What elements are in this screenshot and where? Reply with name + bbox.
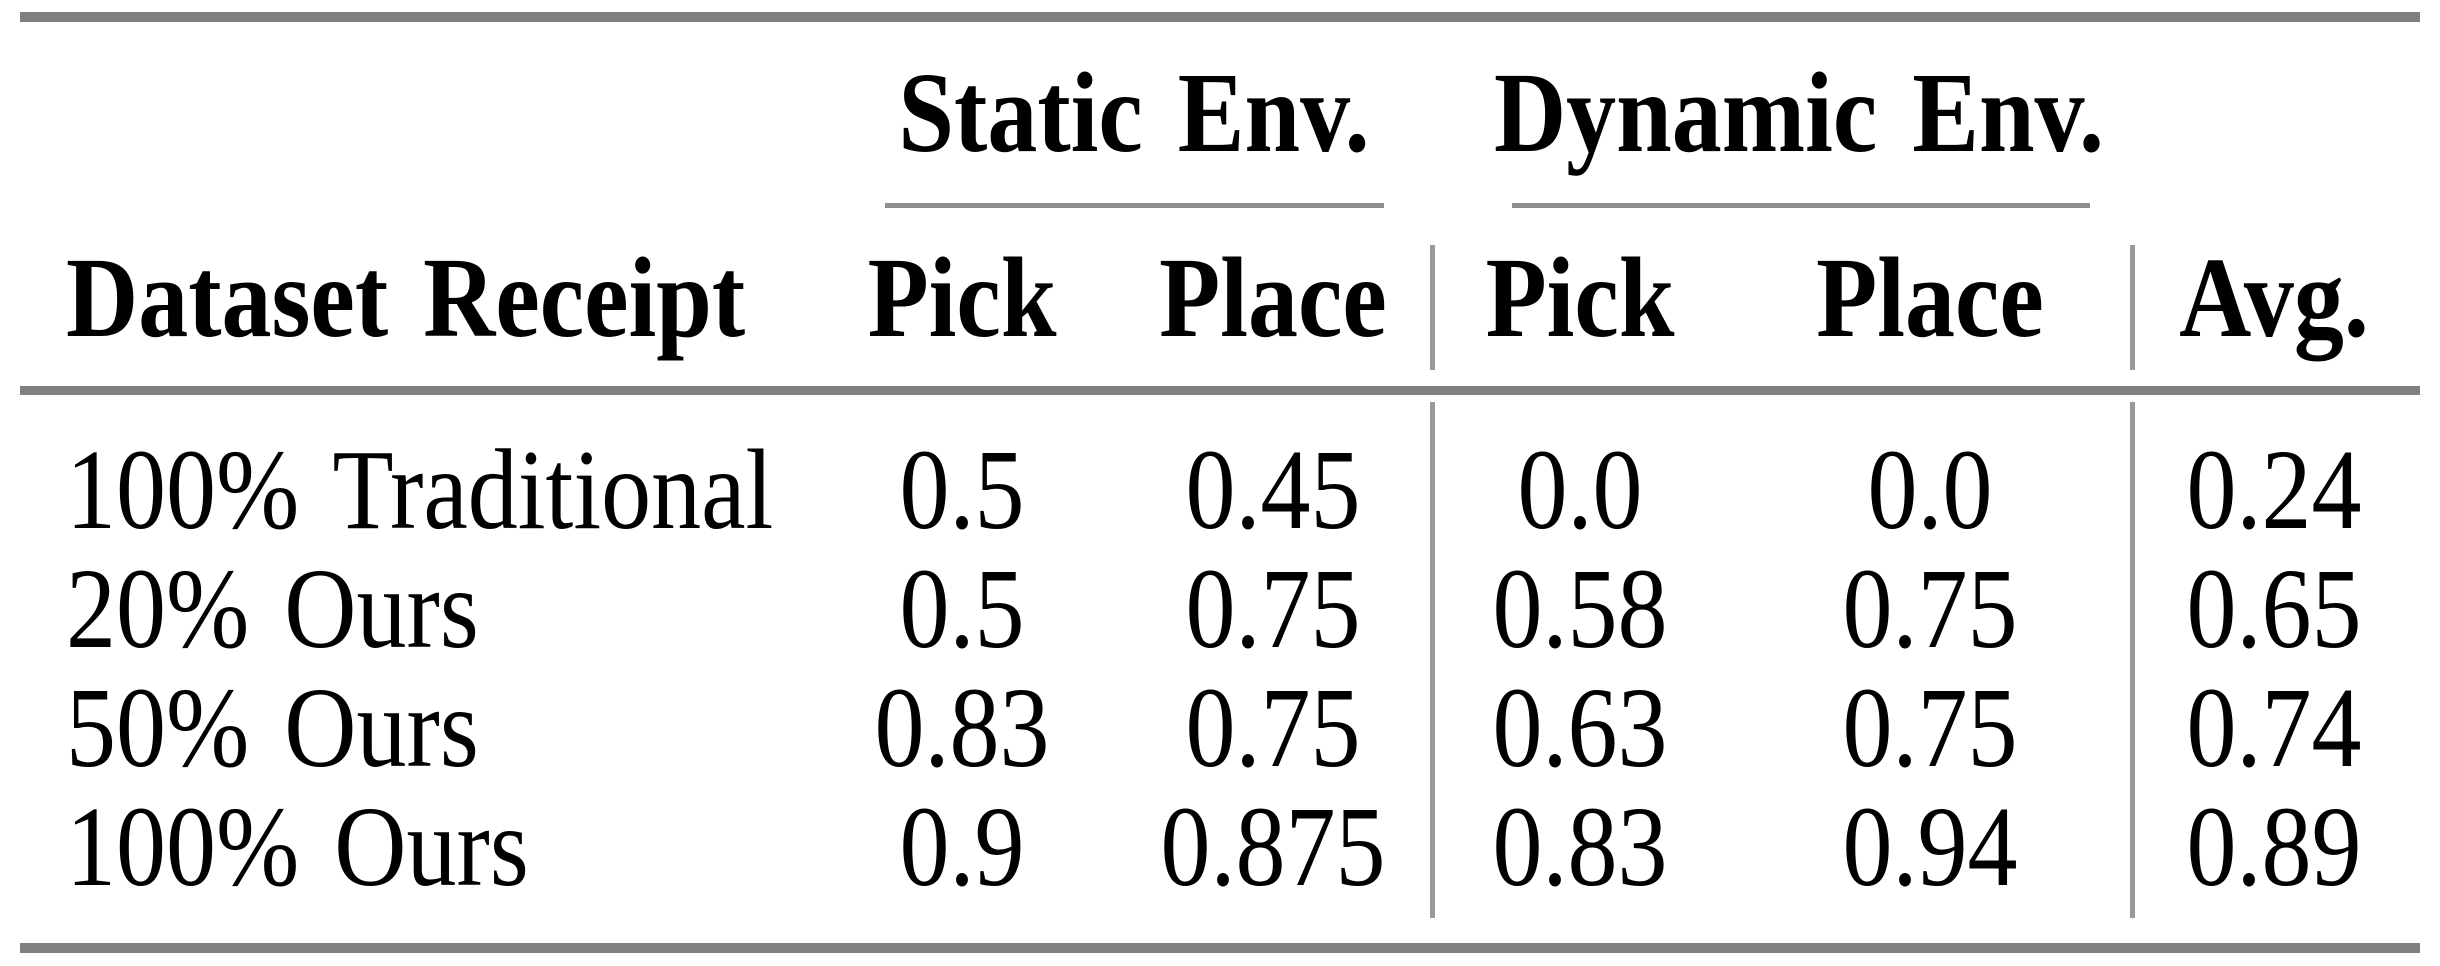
group-header-dynamic-env: Dynamic Env. <box>1493 48 2105 177</box>
column-header-avg: Avg. <box>2179 233 2369 362</box>
table-cell: 0.9 <box>899 782 1025 911</box>
table-cell: 0.58 <box>1492 544 1668 673</box>
static-env-cmidrule <box>885 203 1384 208</box>
group-header-static-env: Static Env. <box>898 48 1370 177</box>
row-label: 20% Ours <box>66 544 479 673</box>
column-header-dynamic-place: Place <box>1816 233 2044 362</box>
table-cell: 0.83 <box>1492 782 1668 911</box>
table-cell: 0.83 <box>874 663 1050 792</box>
divider-static-dynamic-body <box>1430 402 1435 918</box>
table-cell: 0.24 <box>2186 425 2362 554</box>
table-cell: 0.65 <box>2186 544 2362 673</box>
divider-dynamic-avg-header <box>2130 245 2135 370</box>
row-label: 50% Ours <box>66 663 479 792</box>
dynamic-env-cmidrule <box>1512 203 2090 208</box>
table-cell: 0.5 <box>899 544 1025 673</box>
mid-rule <box>20 386 2420 395</box>
table-cell: 0.74 <box>2186 663 2362 792</box>
table-cell: 0.5 <box>899 425 1025 554</box>
table-cell: 0.45 <box>1185 425 1361 554</box>
column-header-dynamic-pick: Pick <box>1485 233 1675 362</box>
divider-static-dynamic-header <box>1430 245 1435 370</box>
table-cell: 0.0 <box>1867 425 1993 554</box>
top-rule <box>20 12 2420 22</box>
table-cell: 0.89 <box>2186 782 2362 911</box>
row-label: 100% Ours <box>66 782 529 911</box>
table-cell: 0.63 <box>1492 663 1668 792</box>
column-header-static-pick: Pick <box>867 233 1057 362</box>
bottom-rule <box>20 943 2420 953</box>
table-cell: 0.875 <box>1160 782 1386 911</box>
table-cell: 0.0 <box>1517 425 1643 554</box>
divider-dynamic-avg-body <box>2130 402 2135 918</box>
column-header-static-place: Place <box>1159 233 1387 362</box>
table-cell: 0.75 <box>1185 544 1361 673</box>
column-header-dataset-receipt: Dataset Receipt <box>66 233 746 362</box>
table-cell: 0.94 <box>1842 782 2018 911</box>
table-cell: 0.75 <box>1842 544 2018 673</box>
row-label: 100% Traditional <box>66 425 774 554</box>
table-cell: 0.75 <box>1185 663 1361 792</box>
table-cell: 0.75 <box>1842 663 2018 792</box>
